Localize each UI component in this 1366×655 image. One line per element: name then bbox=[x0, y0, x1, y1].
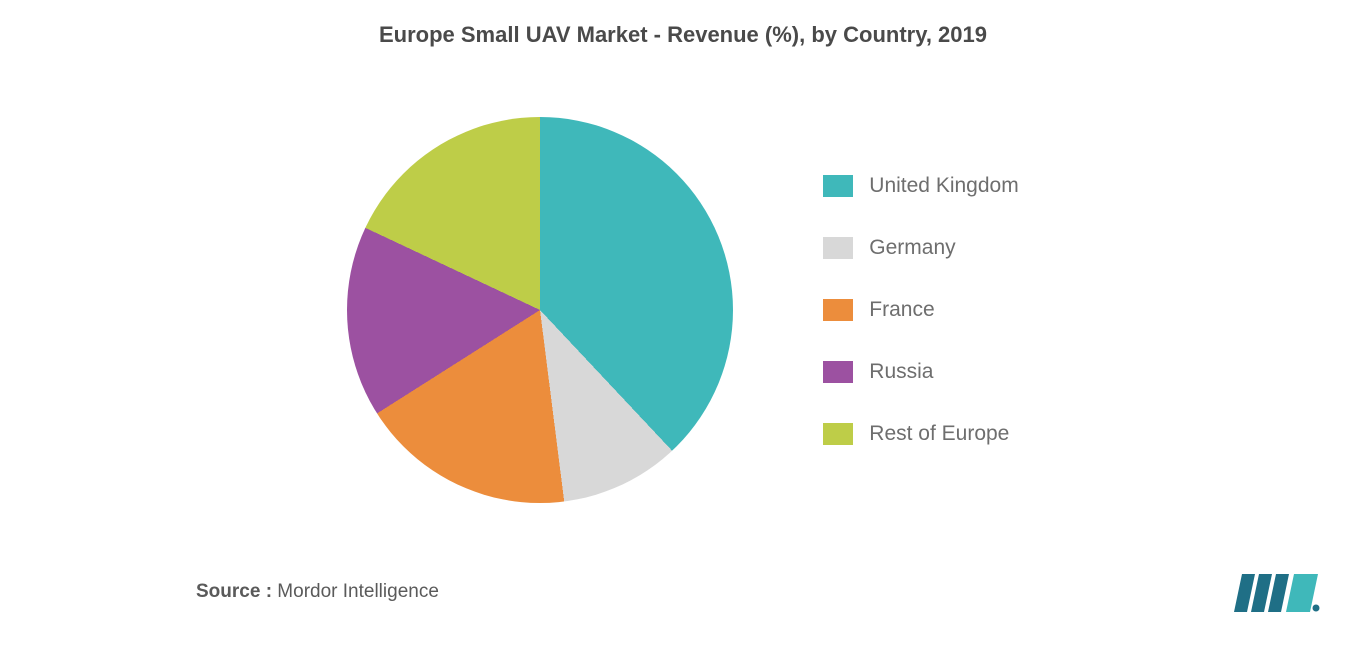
legend: United Kingdom Germany France Russia Rest of… bbox=[823, 174, 1018, 446]
legend-item: United Kingdom bbox=[823, 174, 1018, 198]
legend-item: France bbox=[823, 298, 1018, 322]
legend-item: Russia bbox=[823, 360, 1018, 384]
legend-swatch bbox=[823, 423, 853, 445]
source-line: Source : Mordor Intelligence bbox=[196, 581, 439, 603]
legend-item: Rest of Europe bbox=[823, 422, 1018, 446]
legend-swatch bbox=[823, 361, 853, 383]
brand-logo-icon bbox=[1234, 566, 1320, 619]
legend-label: United Kingdom bbox=[869, 174, 1018, 198]
source-label: Source : bbox=[196, 581, 272, 602]
legend-swatch bbox=[823, 237, 853, 259]
legend-swatch bbox=[823, 299, 853, 321]
source-value: Mordor Intelligence bbox=[272, 581, 439, 602]
legend-label: Germany bbox=[869, 236, 955, 260]
chart-area: United Kingdom Germany France Russia Rest of… bbox=[0, 90, 1366, 530]
legend-swatch bbox=[823, 175, 853, 197]
legend-item: Germany bbox=[823, 236, 1018, 260]
pie-chart bbox=[347, 117, 733, 503]
legend-label: France bbox=[869, 298, 934, 322]
chart-title: Europe Small UAV Market - Revenue (%), b… bbox=[0, 22, 1366, 48]
legend-label: Rest of Europe bbox=[869, 422, 1009, 446]
legend-label: Russia bbox=[869, 360, 933, 384]
pie-chart-wrap bbox=[347, 117, 733, 503]
